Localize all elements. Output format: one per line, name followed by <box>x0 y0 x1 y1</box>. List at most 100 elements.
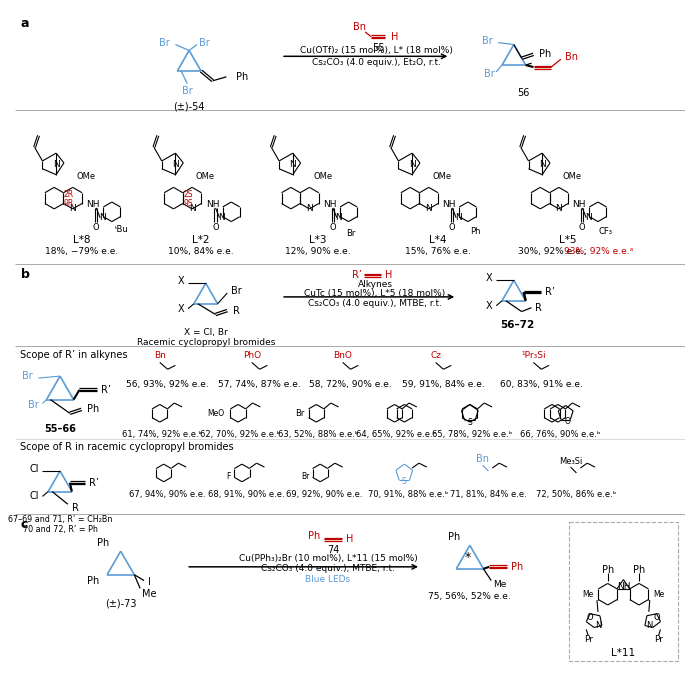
Text: O: O <box>329 223 336 232</box>
Text: 2R: 2R <box>64 189 74 199</box>
Text: Bn: Bn <box>353 22 366 32</box>
Text: MeO: MeO <box>208 409 225 418</box>
Text: 67–69 and 71, R’ = CH₂Bn: 67–69 and 71, R’ = CH₂Bn <box>8 516 112 524</box>
Text: 9S: 9S <box>184 200 193 208</box>
Text: S: S <box>467 418 472 427</box>
Text: Br: Br <box>301 472 310 481</box>
Text: Cu(PPh₃)₂Br (10 mol%), L*11 (15 mol%): Cu(PPh₃)₂Br (10 mol%), L*11 (15 mol%) <box>238 553 417 563</box>
Text: O: O <box>587 613 593 622</box>
Text: I: I <box>148 578 151 588</box>
Text: X: X <box>177 276 184 286</box>
Text: R: R <box>72 503 79 513</box>
Text: NH: NH <box>86 200 100 210</box>
Text: 12%, 90% e.e.: 12%, 90% e.e. <box>286 247 351 256</box>
Text: N: N <box>53 160 60 169</box>
Text: 69, 92%, 90% e.e.: 69, 92%, 90% e.e. <box>286 490 362 499</box>
Text: 66, 76%, 90% e.e.ᵇ: 66, 76%, 90% e.e.ᵇ <box>519 430 600 439</box>
Text: c: c <box>21 518 28 531</box>
Text: Br: Br <box>232 286 242 296</box>
Text: H: H <box>385 270 392 280</box>
Text: (±)-73: (±)-73 <box>105 599 136 609</box>
Text: 62, 70%, 92% e.e.ᵇ: 62, 70%, 92% e.e.ᵇ <box>200 430 280 439</box>
Text: 55–66: 55–66 <box>44 424 76 434</box>
Text: 56, 93%, 92% e.e.: 56, 93%, 92% e.e. <box>126 380 209 390</box>
Text: O: O <box>212 223 219 232</box>
Text: Ph: Ph <box>511 562 523 572</box>
Text: Cs₂CO₃ (4.0 equiv.), Et₂O, r.t.: Cs₂CO₃ (4.0 equiv.), Et₂O, r.t. <box>312 58 441 67</box>
Text: Ph: Ph <box>633 565 645 575</box>
Text: Br: Br <box>182 86 192 96</box>
Text: 64, 65%, 92% e.e.ᵇ: 64, 65%, 92% e.e.ᵇ <box>356 430 436 439</box>
Text: 63, 52%, 88% e.e.ᵇ: 63, 52%, 88% e.e.ᵇ <box>278 430 358 439</box>
Text: L*11: L*11 <box>611 648 636 658</box>
Text: 56–72: 56–72 <box>501 320 535 330</box>
Text: NH: NH <box>573 200 586 210</box>
Text: 57, 74%, 87% e.e.: 57, 74%, 87% e.e. <box>219 380 301 390</box>
Text: 67, 94%, 90% e.e.: 67, 94%, 90% e.e. <box>129 490 206 499</box>
Text: S: S <box>402 477 407 486</box>
Text: 71, 81%, 84% e.e.: 71, 81%, 84% e.e. <box>450 490 527 499</box>
Text: Cz: Cz <box>430 351 441 360</box>
Text: Br: Br <box>22 371 33 381</box>
Text: OMe: OMe <box>563 172 582 181</box>
Text: Ph: Ph <box>97 539 109 549</box>
Text: CF₃: CF₃ <box>599 227 613 236</box>
Text: L*4: L*4 <box>429 235 447 245</box>
Text: BnO: BnO <box>334 351 352 360</box>
Text: Bn: Bn <box>154 351 166 360</box>
Text: N: N <box>539 160 545 169</box>
Text: Cu(OTf)₂ (15 mol%), L* (18 mol%): Cu(OTf)₂ (15 mol%), L* (18 mol%) <box>301 46 453 55</box>
Text: Scope of R in racemic cyclopropyl bromides: Scope of R in racemic cyclopropyl bromid… <box>20 441 234 452</box>
Text: R’: R’ <box>545 287 555 297</box>
Text: 59, 91%, 84% e.e.: 59, 91%, 84% e.e. <box>402 380 485 390</box>
Text: H: H <box>346 534 353 545</box>
Text: N: N <box>290 160 296 169</box>
Text: 70, 91%, 88% e.e.ᵇ: 70, 91%, 88% e.e.ᵇ <box>368 490 449 499</box>
Text: 15%, 76% e.e.: 15%, 76% e.e. <box>405 247 471 256</box>
Text: Bn: Bn <box>476 454 489 464</box>
Text: Br: Br <box>295 409 305 418</box>
Text: Br: Br <box>346 229 356 238</box>
Text: Br: Br <box>482 36 493 46</box>
Text: L*2: L*2 <box>192 235 210 245</box>
Text: O: O <box>564 417 571 425</box>
Text: Me₃Si: Me₃Si <box>559 457 582 466</box>
Text: Cs₂CO₃ (4.0 equiv.), MTBE, r.t.: Cs₂CO₃ (4.0 equiv.), MTBE, r.t. <box>261 564 395 574</box>
Text: Br: Br <box>484 69 495 79</box>
Text: Ph: Ph <box>448 532 460 543</box>
Text: N: N <box>99 213 105 222</box>
Text: N: N <box>409 160 416 169</box>
Text: X = Cl, Br: X = Cl, Br <box>184 328 227 336</box>
Text: Ph: Ph <box>471 227 481 236</box>
Text: Alkynes: Alkynes <box>358 280 393 288</box>
Text: OMe: OMe <box>196 172 215 181</box>
Text: OMe: OMe <box>433 172 452 181</box>
Text: N: N <box>336 213 342 222</box>
Text: Br: Br <box>28 400 38 410</box>
Text: L*8: L*8 <box>73 235 90 245</box>
Text: N: N <box>425 204 432 214</box>
Text: X: X <box>486 301 493 311</box>
Text: Br: Br <box>199 38 210 48</box>
Text: N: N <box>646 621 652 630</box>
Text: Me: Me <box>493 580 506 589</box>
Text: Me: Me <box>142 589 157 599</box>
Text: Racemic cyclopropyl bromides: Racemic cyclopropyl bromides <box>136 338 275 347</box>
Text: Pr: Pr <box>654 635 663 644</box>
Text: 65, 78%, 92% e.e.ᵇ: 65, 78%, 92% e.e.ᵇ <box>432 430 512 439</box>
Text: N: N <box>595 621 601 630</box>
Text: N: N <box>188 204 195 214</box>
Text: ᵗBu: ᵗBu <box>115 225 129 234</box>
Text: Ph: Ph <box>539 49 551 59</box>
Text: X: X <box>177 304 184 313</box>
Text: 56: 56 <box>517 88 530 98</box>
Text: F: F <box>226 472 230 481</box>
Text: N: N <box>69 204 76 214</box>
Text: PhO: PhO <box>242 351 261 360</box>
Text: OMe: OMe <box>77 172 96 181</box>
Text: 72, 50%, 86% e.e.ᵇ: 72, 50%, 86% e.e.ᵇ <box>536 490 616 499</box>
Text: N: N <box>306 204 313 214</box>
Text: ¹Pr₃Si: ¹Pr₃Si <box>521 351 546 360</box>
Text: Scope of R’ in alkynes: Scope of R’ in alkynes <box>20 350 127 360</box>
Text: *: * <box>464 551 471 563</box>
